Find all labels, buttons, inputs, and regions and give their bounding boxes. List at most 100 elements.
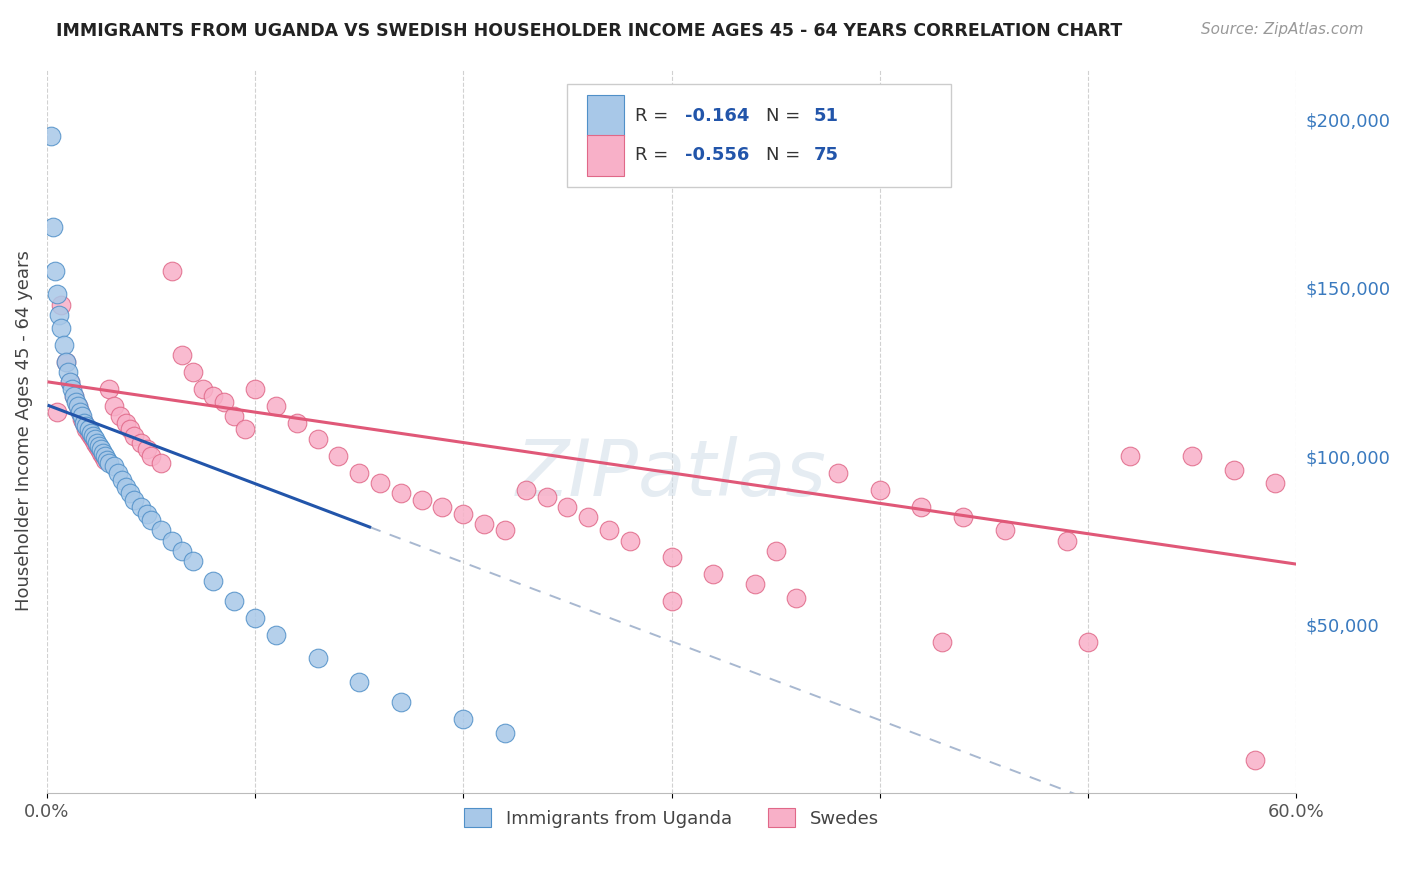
Point	[42, 219, 65, 234]
Point	[103, 399, 125, 413]
Point	[108, 409, 131, 423]
Point	[107, 466, 129, 480]
Point	[224, 409, 246, 423]
Text: 51: 51	[814, 107, 839, 125]
Point	[86, 439, 108, 453]
Point	[67, 399, 90, 413]
Text: -0.164: -0.164	[685, 107, 749, 125]
Point	[453, 712, 475, 726]
Point	[135, 507, 157, 521]
Point	[264, 628, 287, 642]
Point	[744, 577, 766, 591]
Point	[494, 524, 516, 538]
Point	[75, 422, 97, 436]
Point	[83, 435, 105, 450]
FancyBboxPatch shape	[586, 95, 624, 136]
Point	[150, 456, 173, 470]
Point	[453, 507, 475, 521]
Point	[224, 594, 246, 608]
Point	[233, 422, 256, 436]
Text: Source: ZipAtlas.com: Source: ZipAtlas.com	[1201, 22, 1364, 37]
Point	[77, 425, 100, 440]
Point	[994, 524, 1017, 538]
Point	[79, 425, 101, 440]
Point	[869, 483, 891, 497]
Point	[115, 479, 138, 493]
Point	[129, 500, 152, 514]
Point	[368, 476, 391, 491]
Point	[72, 409, 94, 423]
Point	[139, 449, 162, 463]
Point	[46, 287, 69, 301]
Point	[60, 382, 83, 396]
Point	[91, 449, 114, 463]
Point	[702, 567, 724, 582]
Point	[212, 395, 235, 409]
Point	[48, 308, 70, 322]
Point	[328, 449, 350, 463]
Point	[1222, 463, 1244, 477]
Point	[139, 513, 162, 527]
Point	[69, 405, 91, 419]
Point	[619, 533, 641, 548]
Point	[82, 433, 104, 447]
Point	[952, 509, 974, 524]
Text: -0.556: -0.556	[685, 146, 749, 164]
Point	[77, 422, 100, 436]
Point	[765, 543, 787, 558]
FancyBboxPatch shape	[567, 84, 952, 187]
Text: IMMIGRANTS FROM UGANDA VS SWEDISH HOUSEHOLDER INCOME AGES 45 - 64 YEARS CORRELAT: IMMIGRANTS FROM UGANDA VS SWEDISH HOUSEH…	[56, 22, 1122, 40]
Point	[910, 500, 932, 514]
Point	[87, 439, 110, 453]
Point	[827, 466, 849, 480]
Point	[59, 375, 82, 389]
Point	[103, 459, 125, 474]
Point	[202, 574, 225, 588]
Point	[1243, 753, 1265, 767]
Point	[94, 452, 117, 467]
Point	[160, 264, 183, 278]
Point	[202, 388, 225, 402]
Point	[98, 382, 121, 396]
Point	[52, 338, 75, 352]
Point	[1181, 449, 1204, 463]
Point	[598, 524, 620, 538]
Point	[115, 416, 138, 430]
Point	[515, 483, 537, 497]
Point	[661, 594, 683, 608]
Point	[94, 449, 117, 463]
Point	[264, 399, 287, 413]
Point	[72, 412, 94, 426]
Point	[46, 405, 69, 419]
Point	[55, 355, 77, 369]
Point	[576, 509, 599, 524]
Point	[73, 416, 96, 430]
Point	[307, 433, 329, 447]
Point	[44, 264, 66, 278]
Point	[63, 388, 86, 402]
Point	[90, 442, 112, 457]
Point	[536, 490, 558, 504]
Point	[160, 533, 183, 548]
Point	[87, 442, 110, 457]
Point	[56, 365, 79, 379]
Point	[1118, 449, 1140, 463]
Point	[79, 429, 101, 443]
Point	[661, 550, 683, 565]
Point	[150, 524, 173, 538]
Text: R =: R =	[636, 146, 675, 164]
Point	[347, 675, 370, 690]
Point	[65, 395, 87, 409]
Point	[389, 486, 412, 500]
Point	[59, 375, 82, 389]
Point	[91, 446, 114, 460]
Point	[472, 516, 495, 531]
Point	[129, 435, 152, 450]
Point	[82, 429, 104, 443]
Point	[389, 695, 412, 709]
Point	[432, 500, 454, 514]
Point	[191, 382, 214, 396]
Point	[785, 591, 807, 605]
Point	[75, 418, 97, 433]
Point	[347, 466, 370, 480]
